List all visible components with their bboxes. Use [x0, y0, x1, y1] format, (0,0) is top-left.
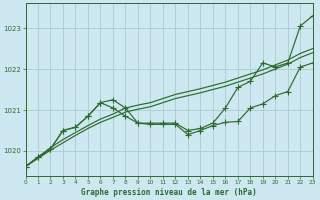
X-axis label: Graphe pression niveau de la mer (hPa): Graphe pression niveau de la mer (hPa) [81, 188, 257, 197]
